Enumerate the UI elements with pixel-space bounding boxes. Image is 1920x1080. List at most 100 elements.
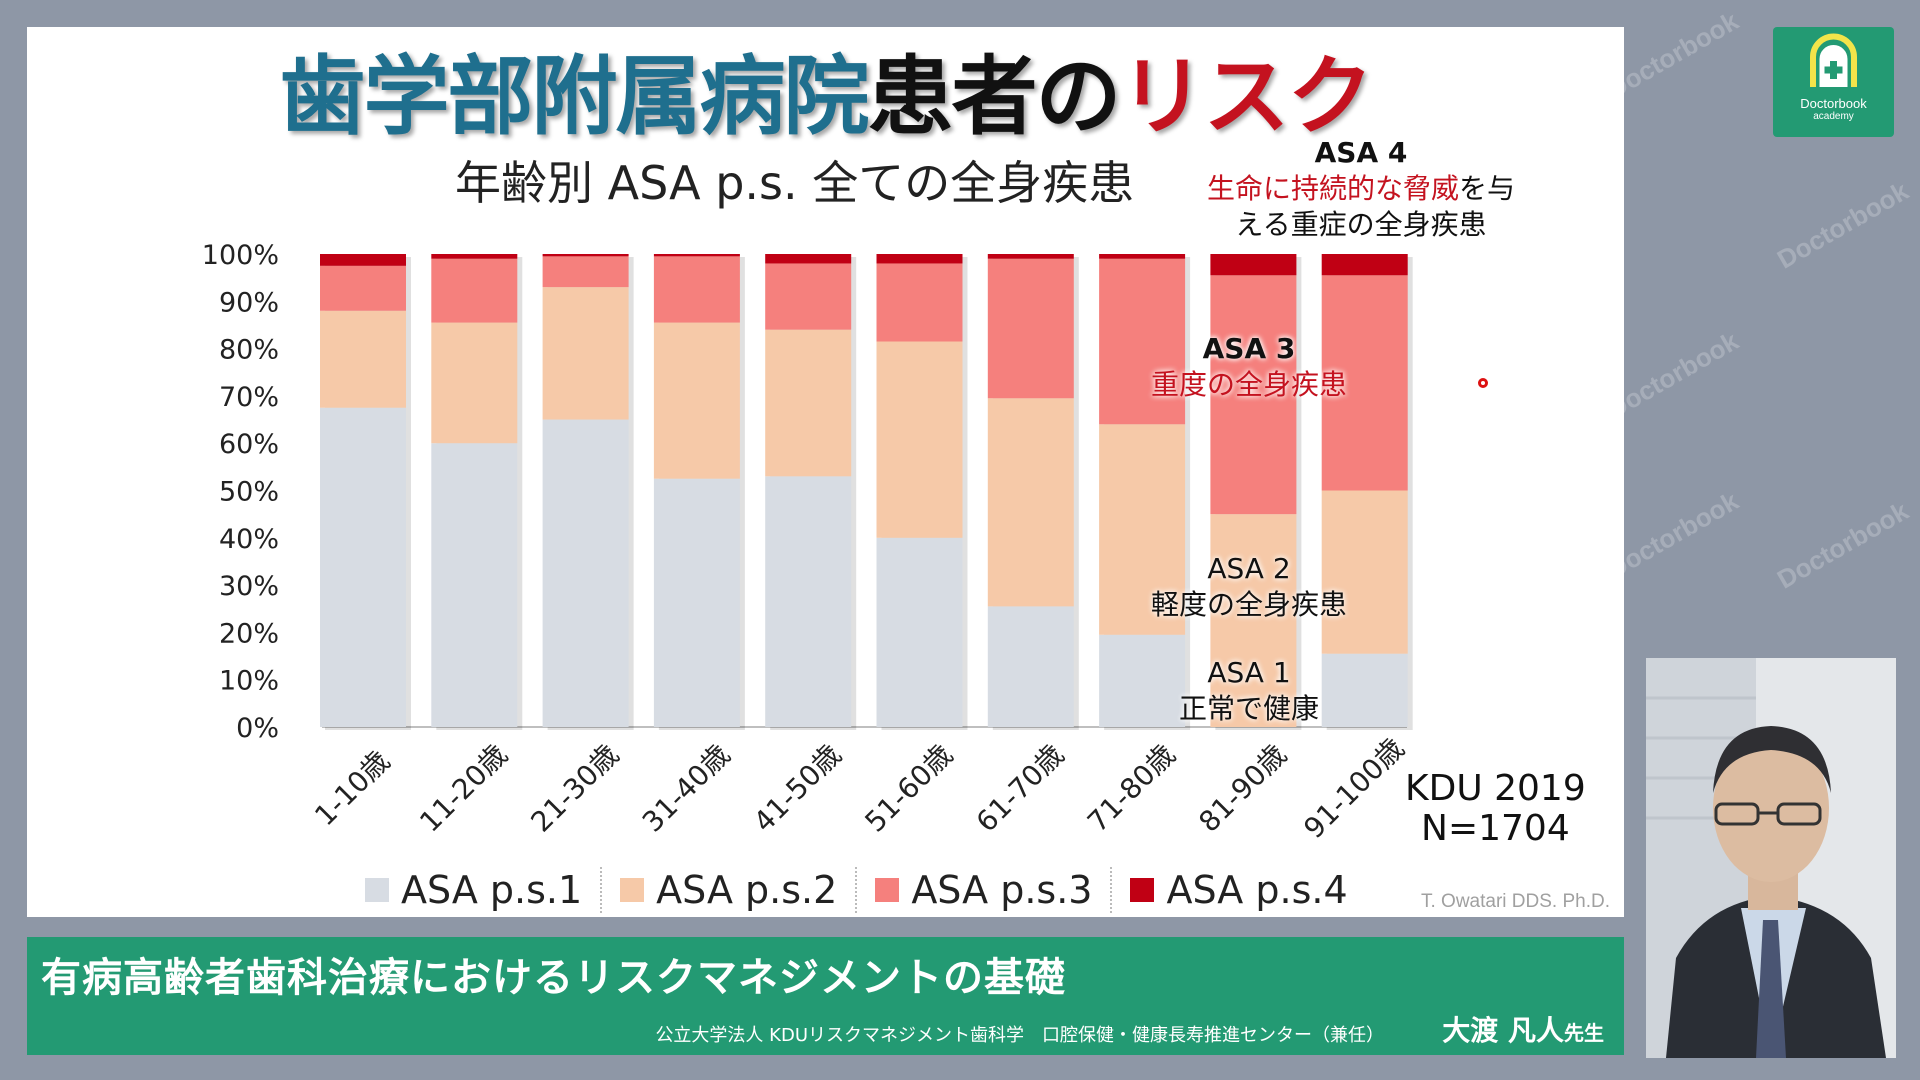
asa1-heading: ASA 1: [1207, 656, 1291, 689]
title-part3: リスク: [1119, 47, 1374, 147]
presenter-name: 大渡 凡人: [1442, 1014, 1564, 1047]
x-tick-label: 81-90歳: [1192, 738, 1293, 839]
bar-segment-ps4: [653, 254, 740, 257]
presenter-honorific: 先生: [1564, 1021, 1604, 1045]
bar-segment-ps2: [876, 341, 963, 538]
legend-item-ps1: ASA p.s.1: [347, 868, 600, 912]
x-tick-label: 11-20歳: [413, 738, 514, 839]
bar-segment-ps3: [431, 258, 518, 323]
presenter-figure: [1646, 658, 1896, 1058]
slide-title: 歯学部附属病院患者のリスク: [27, 47, 1624, 147]
watermark: Doctorbook: [1772, 495, 1914, 595]
bar-segment-ps4: [320, 254, 406, 266]
y-tick-label: 0%: [236, 713, 279, 744]
bar-segment-ps1: [876, 537, 963, 727]
bar-segment-ps1: [320, 407, 406, 727]
asa4-desc-rest: を与: [1459, 172, 1516, 205]
asa3-desc: 重度の全身疾患: [1151, 368, 1348, 401]
logo-wordmark: Doctorbook: [1800, 96, 1867, 111]
bar-segment-ps4: [1099, 254, 1186, 259]
asa2-annotation: ASA 2 軽度の全身疾患: [1151, 551, 1347, 623]
asa3-annotation: ASA 3 重度の全身疾患: [1151, 331, 1347, 403]
bar-segment-ps2: [653, 322, 740, 479]
laser-pointer-dot: [1478, 378, 1488, 388]
bar-segment-ps3: [876, 263, 963, 342]
y-tick-label: 20%: [219, 618, 279, 649]
bar-segment-ps3: [1099, 258, 1186, 425]
legend-label-ps2: ASA p.s.2: [656, 868, 838, 912]
asa4-annotation: ASA 4 生命に持続的な脅威を与 える重症の全身疾患: [1207, 135, 1515, 243]
bar-segment-ps2: [765, 329, 852, 477]
note-line2: N=1704: [1421, 808, 1570, 849]
y-tick-label: 70%: [219, 382, 279, 413]
bar-segment-ps2: [987, 398, 1074, 607]
stacked-bar-chart: 0% 10% 20% 30% 40% 50% 60% 70% 80% 90% 100% 1-10歳 11…: [202, 240, 1413, 845]
legend-label-ps3: ASA p.s.3: [911, 868, 1093, 912]
x-tick-label: 61-70歳: [970, 738, 1071, 839]
asa4-desc-line1: 生命に持続的な脅威を与: [1207, 171, 1515, 207]
x-tick-label: 91-100歳: [1297, 732, 1410, 845]
bar-segment-ps2: [1321, 490, 1408, 654]
lecture-banner: 有病高齢者歯科治療におけるリスクマネジメントの基礎 公立大学法人 KDUリスクマ…: [27, 937, 1624, 1055]
bar-segment-ps1: [1099, 634, 1186, 727]
bar-segment-ps3: [542, 256, 629, 288]
bar-segment-ps4: [987, 254, 1074, 259]
legend-divider: [600, 867, 603, 913]
watermark: Doctorbook: [1772, 175, 1914, 275]
bar-segment-ps2: [320, 310, 406, 408]
y-tick-label: 10%: [219, 666, 279, 697]
asa3-heading: ASA 3: [1202, 332, 1296, 365]
x-tick-label: 31-40歳: [636, 738, 737, 839]
bar-segment-ps4: [431, 254, 518, 259]
asa4-heading: ASA 4: [1314, 136, 1408, 169]
x-tick-label: 1-10歳: [308, 744, 396, 832]
bar-segment-ps2: [431, 322, 518, 444]
note-line1: KDU 2019: [1405, 768, 1586, 809]
legend-divider: [855, 867, 858, 913]
asa1-desc: 正常で健康: [1179, 692, 1320, 725]
legend-item-ps2: ASA p.s.2: [602, 868, 855, 912]
bar-segment-ps1: [653, 478, 740, 727]
y-tick-label: 90%: [219, 287, 279, 318]
bar-segment-ps1: [542, 419, 629, 727]
bar-segment-ps1: [987, 606, 1074, 727]
legend-swatch-ps4: [1130, 878, 1155, 902]
chart-subtitle: 年齢別 ASA p.s. 全ての全身疾患: [455, 156, 1135, 210]
y-tick-label: 100%: [202, 240, 279, 271]
legend-label-ps1: ASA p.s.1: [401, 868, 583, 912]
lecture-title: 有病高齢者歯科治療におけるリスクマネジメントの基礎: [41, 955, 1066, 1001]
bar-segment-ps3: [320, 265, 406, 311]
bar-segment-ps4: [1321, 254, 1408, 276]
x-tick-label: 41-50歳: [747, 738, 848, 839]
x-tick-label: 21-30歳: [525, 738, 626, 839]
bar-segment-ps1: [765, 476, 852, 727]
presentation-slide: 歯学部附属病院患者のリスク 年齢別 ASA p.s. 全ての全身疾患 0% 10%…: [27, 27, 1624, 917]
bar-segment-ps3: [765, 263, 852, 330]
bar-segment-ps3: [1321, 275, 1408, 491]
legend-divider: [1110, 867, 1113, 913]
x-tick-label: 51-60歳: [858, 738, 959, 839]
bar-segment-ps2: [1099, 424, 1186, 635]
y-tick-label: 30%: [219, 571, 279, 602]
chart-legend: ASA p.s.1 ASA p.s.2 ASA p.s.3 ASA p.s.4: [347, 867, 1366, 913]
bar-segment-ps2: [542, 287, 629, 420]
asa1-annotation: ASA 1 正常で健康: [1179, 655, 1319, 727]
y-tick-label: 60%: [219, 429, 279, 460]
bar-segment-ps1: [431, 443, 518, 727]
doctorbook-logo: Doctorbook academy: [1773, 27, 1894, 137]
doctorbook-emblem-icon: [1810, 33, 1857, 87]
bar-segment-ps4: [1210, 254, 1297, 276]
title-part2: 患者の: [867, 47, 1122, 147]
title-part1: 歯学部附属病院: [279, 47, 870, 147]
slide-credit: T. Owatari DDS. Ph.D.: [1421, 891, 1610, 912]
presenter-affiliation: 公立大学法人 KDUリスクマネジメント歯科学 口腔保健・健康長寿推進センター（兼…: [655, 1025, 1384, 1046]
x-tick-label: 71-80歳: [1081, 738, 1182, 839]
logo-subtext: academy: [1813, 111, 1854, 122]
y-tick-label: 50%: [219, 477, 279, 508]
sample-note: KDU 2019 N=1704: [1405, 769, 1586, 849]
legend-swatch-ps1: [365, 878, 389, 902]
bar-segment-ps4: [765, 254, 852, 264]
bar-segment-ps3: [653, 256, 740, 323]
legend-swatch-ps2: [620, 878, 645, 902]
presenter-video: [1646, 658, 1896, 1058]
